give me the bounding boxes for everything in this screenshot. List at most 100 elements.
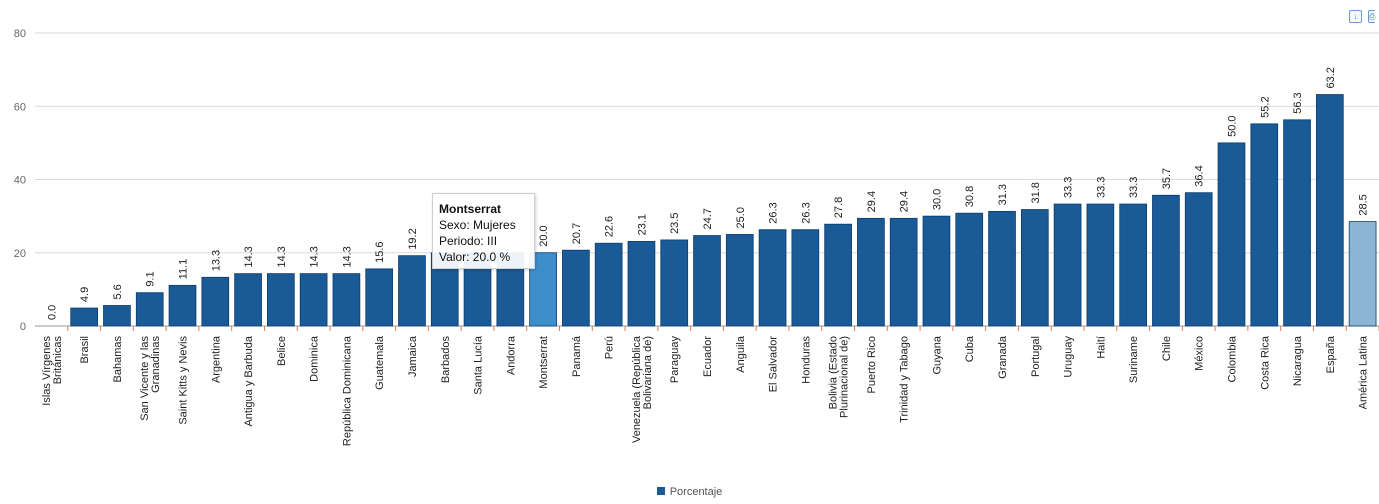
print-icon[interactable]: ⎙ xyxy=(1368,10,1376,23)
bar[interactable] xyxy=(955,212,984,327)
data-label: 28.5 xyxy=(1358,194,1370,215)
data-label: 14.3 xyxy=(243,246,255,267)
download-icon[interactable]: ↓ xyxy=(1349,10,1362,23)
x-tick-label: Venezuela (RepúblicaBolivariana de) xyxy=(631,335,654,443)
bar[interactable] xyxy=(1217,142,1246,327)
bar[interactable] xyxy=(758,229,787,327)
x-tick-label: Guyana xyxy=(931,335,943,374)
x-tick-label: Argentina xyxy=(210,335,222,383)
data-label: 11.1 xyxy=(178,259,190,280)
x-tick-label: Brasil xyxy=(79,336,91,364)
data-label: 36.4 xyxy=(1194,165,1206,186)
x-tick-label: Trinidad y Tabago xyxy=(899,336,911,423)
bar[interactable] xyxy=(234,273,262,327)
data-label: 9.1 xyxy=(145,271,157,286)
data-label: 0.0 xyxy=(46,305,58,320)
data-label: 33.3 xyxy=(1128,177,1140,198)
legend-label: Porcentaje xyxy=(669,486,723,498)
data-label: 56.3 xyxy=(1292,92,1304,113)
bar[interactable] xyxy=(135,292,164,327)
bar[interactable] xyxy=(857,217,885,327)
data-label: 27.8 xyxy=(833,197,845,218)
data-label: 13.3 xyxy=(210,250,222,271)
bar[interactable] xyxy=(1315,94,1344,327)
data-label: 25.0 xyxy=(735,207,747,228)
bar[interactable] xyxy=(594,242,623,327)
x-tick-label: Anguila xyxy=(735,335,747,373)
bar[interactable] xyxy=(627,240,656,327)
bar[interactable] xyxy=(988,210,1016,327)
bar[interactable] xyxy=(1348,221,1377,327)
bar[interactable] xyxy=(1250,123,1279,327)
bar[interactable] xyxy=(725,234,754,327)
y-tick-label: 20 xyxy=(14,248,26,260)
x-tick-label: Puerto Rico xyxy=(866,336,878,393)
bar[interactable] xyxy=(1053,203,1082,327)
x-tick-label: Uruguay xyxy=(1063,336,1075,378)
tooltip-valor: Valor: 20.0 % xyxy=(439,250,511,264)
x-tick-label: Guatemala xyxy=(374,335,386,390)
data-label: 33.3 xyxy=(1063,177,1075,198)
legend[interactable]: Porcentaje xyxy=(0,486,1379,498)
x-tick-label: Costa Rica xyxy=(1259,335,1271,390)
data-label: 20.0 xyxy=(538,225,550,246)
bar[interactable] xyxy=(824,223,852,327)
x-tick-label: Cuba xyxy=(964,335,976,362)
data-label: 22.6 xyxy=(604,216,616,237)
x-tick-label: Belice xyxy=(276,336,288,366)
x-tick-label: Granada xyxy=(997,335,1009,379)
data-label: 15.6 xyxy=(374,241,386,262)
bar[interactable] xyxy=(889,217,918,327)
bar[interactable] xyxy=(103,305,131,327)
bar[interactable] xyxy=(168,284,197,327)
y-tick-label: 60 xyxy=(14,101,26,113)
data-label: 26.3 xyxy=(768,202,780,223)
x-tick-label: Chile xyxy=(1161,336,1173,361)
data-label: 33.3 xyxy=(1095,177,1107,198)
bar[interactable] xyxy=(1119,203,1147,327)
bar-chart: 0 20 40 60 80 0.0 Islas VírgenesBritánicas 4.9 B… xyxy=(14,28,1379,446)
tooltip-periodo: Periodo: III xyxy=(439,234,498,248)
data-label: 24.7 xyxy=(702,208,714,229)
bar[interactable] xyxy=(398,255,426,327)
x-tick-label: Bolivia (EstadoPlurinacional de) xyxy=(828,336,851,418)
x-tick-label: Andorra xyxy=(505,335,517,375)
bar[interactable] xyxy=(922,215,951,327)
bar[interactable] xyxy=(1152,194,1180,327)
data-label: 63.2 xyxy=(1325,67,1337,88)
bar[interactable] xyxy=(693,235,721,327)
bar[interactable] xyxy=(267,273,295,327)
x-tick-label: Montserrat xyxy=(538,336,550,389)
data-label: 29.4 xyxy=(866,191,878,212)
bar[interactable] xyxy=(1086,203,1115,327)
chart-toolbar: ↓ ⎙ xyxy=(1349,10,1375,23)
bar[interactable] xyxy=(365,268,394,327)
tooltip-title: Montserrat xyxy=(439,202,502,216)
bar[interactable] xyxy=(201,276,230,327)
tooltip: Montserrat Sexo: Mujeres Periodo: III Va… xyxy=(432,193,535,269)
bar[interactable] xyxy=(1283,119,1311,327)
bar[interactable] xyxy=(1184,192,1213,327)
data-label: 55.2 xyxy=(1259,96,1271,117)
x-tick-label: El Salvador xyxy=(768,336,780,393)
data-label: 29.4 xyxy=(899,191,911,212)
x-tick-label: Barbados xyxy=(440,336,452,384)
bar[interactable] xyxy=(660,239,689,327)
x-tick-label: República Dominicana xyxy=(341,335,353,446)
data-label: 14.3 xyxy=(309,246,321,267)
x-tick-label: Panamá xyxy=(571,335,583,377)
y-tick-label: 80 xyxy=(14,28,26,40)
bar[interactable] xyxy=(1020,209,1049,327)
bar[interactable] xyxy=(70,307,99,327)
bar[interactable] xyxy=(791,229,820,327)
y-tick-label: 40 xyxy=(14,175,26,187)
x-tick-label: Portugal xyxy=(1030,336,1042,377)
bar[interactable] xyxy=(299,273,328,327)
data-label: 19.2 xyxy=(407,228,419,249)
data-label: 5.6 xyxy=(112,284,124,299)
bar[interactable] xyxy=(562,249,590,327)
x-tick-label: Saint Kitts y Nevis xyxy=(178,336,190,425)
bar[interactable] xyxy=(332,273,361,327)
x-tick-label: Jamaica xyxy=(407,335,419,377)
x-tick-label: Paraguay xyxy=(669,336,681,384)
